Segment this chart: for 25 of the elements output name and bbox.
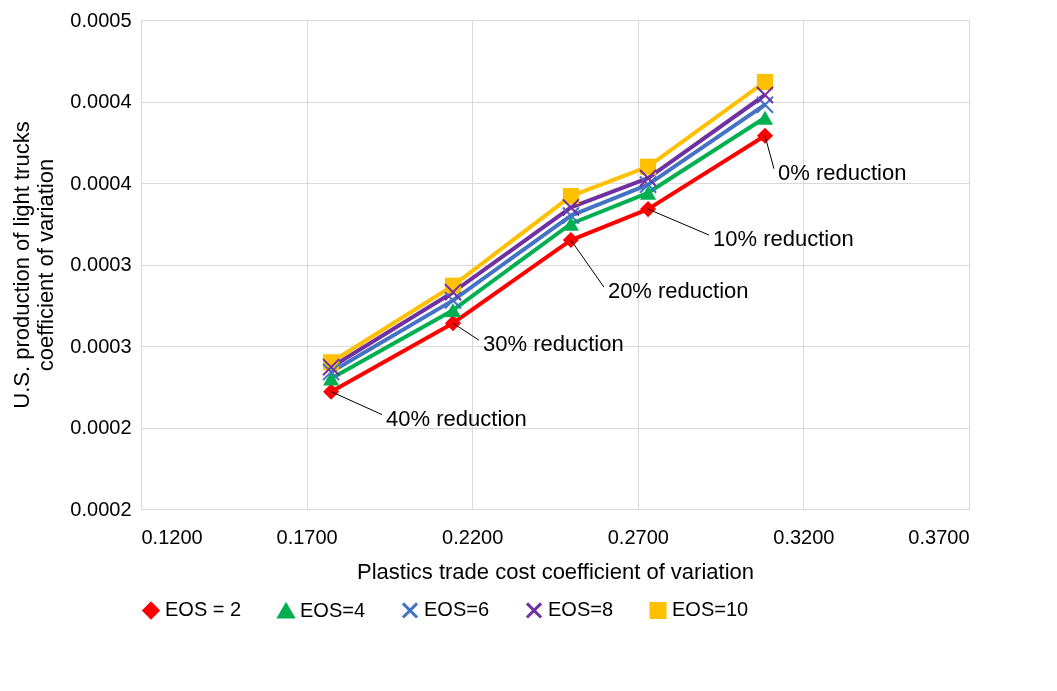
legend-label: EOS=8 [548,598,614,621]
legend-label: EOS = 2 [165,598,242,621]
x-tick-label: 0.2200 [442,525,504,548]
y-tick-label: 0.0004 [70,171,132,194]
annotation: 20% reduction [607,278,749,304]
x-axis-title: Plastics trade cost coefficient of variation [356,558,755,584]
x-tick-label: 0.2700 [607,525,669,548]
legend-label: EOS=10 [672,598,749,621]
y-tick-label: 0.0004 [70,90,132,112]
y-tick-label: 0.0002 [70,416,132,438]
legend-label: EOS=6 [424,598,490,621]
annotation: 0% reduction [777,159,907,185]
y-tick-label: 0.0003 [70,253,132,275]
y-axis-title: U.S. production of light trucks coefficient of variation [9,121,59,409]
annotation: 40% reduction [386,405,527,431]
y-tick-label: 0.0003 [70,334,132,357]
x-tick-label: 0.1700 [276,525,338,548]
annotation: 30% reduction [482,331,624,357]
x-tick-label: 0.3200 [773,525,835,548]
annotation: 10% reduction [713,226,854,252]
y-tick-label: 0.0002 [70,497,132,520]
y-tick-label: 0.0005 [70,8,132,31]
x-tick-label: 0.3700 [908,525,970,548]
legend-label: EOS=4 [300,598,366,621]
x-tick-label: 0.1200 [141,525,203,548]
